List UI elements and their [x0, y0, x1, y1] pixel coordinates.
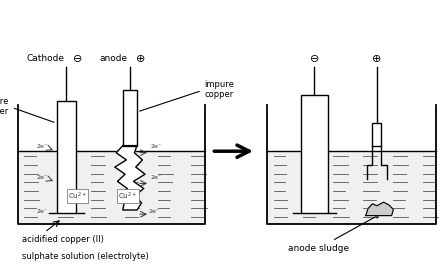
Polygon shape [366, 202, 393, 216]
Text: ⊕: ⊕ [136, 54, 146, 64]
Text: ⊖: ⊖ [310, 54, 319, 64]
Polygon shape [18, 151, 205, 224]
Polygon shape [267, 151, 436, 224]
Text: Cu$^{2+}$: Cu$^{2+}$ [118, 190, 137, 202]
Text: ⊖: ⊖ [73, 54, 82, 64]
Text: acidified copper (II): acidified copper (II) [22, 235, 104, 244]
Text: 2e⁻: 2e⁻ [150, 175, 162, 180]
Text: 2e⁻: 2e⁻ [150, 144, 162, 150]
Text: sulphate solution (electrolyte): sulphate solution (electrolyte) [22, 252, 149, 261]
Text: anode sludge: anode sludge [288, 215, 379, 253]
Text: 2e⁻: 2e⁻ [36, 144, 48, 150]
Text: pure
copper: pure copper [0, 97, 54, 122]
Bar [372, 123, 381, 146]
Text: Cathode: Cathode [26, 54, 64, 63]
Text: 2e⁻: 2e⁻ [36, 175, 48, 180]
Bar [301, 95, 328, 213]
Text: anode: anode [100, 54, 128, 63]
Bar [123, 90, 137, 146]
Bar [57, 101, 76, 213]
Text: Cu$^{2+}$: Cu$^{2+}$ [68, 190, 87, 202]
Polygon shape [115, 146, 145, 210]
Text: impure
copper: impure copper [140, 80, 235, 111]
Text: ⊕: ⊕ [372, 54, 382, 64]
Text: 2e⁻: 2e⁻ [36, 209, 48, 214]
Text: 2e⁻: 2e⁻ [149, 209, 160, 214]
